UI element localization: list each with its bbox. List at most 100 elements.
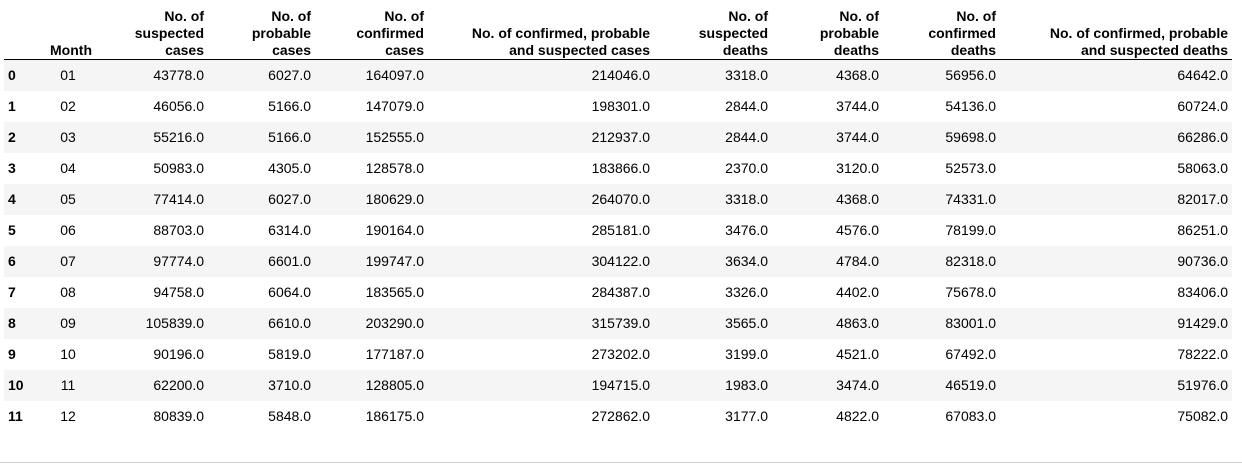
total-deaths-cell: 64642.0 xyxy=(1177,67,1228,84)
column-header-month: Month xyxy=(40,8,96,60)
column-header-probable-deaths: No. of probable deaths xyxy=(772,8,883,60)
total-cases-cell: 284387.0 xyxy=(591,284,650,300)
probable-cases-cell: 5848.0 xyxy=(268,408,311,424)
confirmed-deaths-cell: 74331.0 xyxy=(945,191,996,207)
table-body: 0 01 43778.0 6027.0 164097.0 214046.0 3318.0 43… xyxy=(4,59,1232,432)
row-index: 11 xyxy=(8,408,23,424)
suspected-cases-cell: 55216.0 xyxy=(153,129,204,145)
month-cell: 03 xyxy=(60,129,76,145)
suspected-cases-cell: 62200.0 xyxy=(153,377,204,393)
table-row: 3 04 50983.0 4305.0 128578.0 183866.0 2370.0 31… xyxy=(4,153,1232,184)
column-header-probable-cases: No. of probable cases xyxy=(208,8,315,60)
suspected-deaths-cell: 2844.0 xyxy=(725,98,768,114)
total-deaths-cell: 90736.0 xyxy=(1177,253,1228,269)
confirmed-cases-cell: 190164.0 xyxy=(365,222,424,238)
confirmed-deaths-cell: 67083.0 xyxy=(945,408,996,424)
suspected-cases-cell: 105839.0 xyxy=(145,315,204,331)
header-line: deaths xyxy=(722,42,768,58)
header-line: Month xyxy=(50,42,92,58)
total-cases-cell: 198301.0 xyxy=(591,98,650,114)
confirmed-deaths-cell: 56956.0 xyxy=(945,67,996,84)
confirmed-cases-cell: 186175.0 xyxy=(365,408,424,424)
month-cell: 05 xyxy=(60,191,76,207)
row-index: 1 xyxy=(8,98,16,114)
total-cases-cell: 315739.0 xyxy=(591,315,650,331)
suspected-deaths-cell: 3634.0 xyxy=(725,253,768,269)
probable-cases-cell: 5819.0 xyxy=(268,346,311,362)
header-row: Month No. of suspected cases No. of prob… xyxy=(4,8,1232,60)
month-cell: 07 xyxy=(60,253,76,269)
confirmed-cases-cell: 177187.0 xyxy=(365,346,424,362)
probable-cases-cell: 6314.0 xyxy=(268,222,311,238)
confirmed-deaths-cell: 46519.0 xyxy=(945,377,996,393)
probable-deaths-cell: 3744.0 xyxy=(836,98,879,114)
suspected-deaths-cell: 3476.0 xyxy=(725,222,768,238)
probable-cases-cell: 6610.0 xyxy=(268,315,311,331)
probable-deaths-cell: 4822.0 xyxy=(836,408,879,424)
probable-cases-cell: 6027.0 xyxy=(268,191,311,207)
total-cases-cell: 183866.0 xyxy=(591,160,650,176)
confirmed-cases-cell: 183565.0 xyxy=(365,284,424,300)
month-cell: 02 xyxy=(60,98,76,114)
probable-deaths-cell: 4576.0 xyxy=(836,222,879,238)
table-row: 9 10 90196.0 5819.0 177187.0 273202.0 3199.0 45… xyxy=(4,339,1232,370)
month-cell: 11 xyxy=(60,377,76,393)
header-line: suspected xyxy=(134,25,204,41)
probable-deaths-cell: 4368.0 xyxy=(836,67,879,84)
table-row: 5 06 88703.0 6314.0 190164.0 285181.0 3476.0 45… xyxy=(4,215,1232,246)
confirmed-deaths-cell: 83001.0 xyxy=(945,315,996,331)
confirmed-cases-cell: 147079.0 xyxy=(365,98,424,114)
probable-cases-cell: 6601.0 xyxy=(268,253,311,269)
column-header-confirmed-cases: No. of confirmed cases xyxy=(315,8,428,60)
table-row: 0 01 43778.0 6027.0 164097.0 214046.0 3318.0 43… xyxy=(4,59,1232,91)
column-header-confirmed-deaths: No. of confirmed deaths xyxy=(883,8,1000,60)
header-line: confirmed xyxy=(928,25,996,41)
probable-cases-cell: 5166.0 xyxy=(268,129,311,145)
confirmed-cases-cell: 164097.0 xyxy=(365,67,424,84)
confirmed-cases-cell: 128805.0 xyxy=(365,377,424,393)
header-line: confirmed xyxy=(356,25,424,41)
probable-deaths-cell: 3120.0 xyxy=(836,160,879,176)
table-row: 4 05 77414.0 6027.0 180629.0 264070.0 3318.0 43… xyxy=(4,183,1232,215)
table-row: 11 12 80839.0 5848.0 186175.0 272862.0 3177.0 4… xyxy=(4,401,1232,432)
header-line: cases xyxy=(165,42,204,58)
probable-deaths-cell: 3474.0 xyxy=(836,377,879,393)
month-cell: 01 xyxy=(60,67,76,84)
suspected-deaths-cell: 3318.0 xyxy=(725,191,768,207)
month-cell: 04 xyxy=(60,160,76,176)
header-line: and suspected deaths xyxy=(1080,42,1228,58)
probable-cases-cell: 6027.0 xyxy=(268,67,311,84)
total-deaths-cell: 86251.0 xyxy=(1177,222,1228,238)
header-line: No. of xyxy=(271,8,311,24)
table-row: 8 09 105839.0 6610.0 203290.0 315739.0 3565.0 4… xyxy=(4,307,1232,339)
total-deaths-cell: 51976.0 xyxy=(1177,377,1228,393)
confirmed-deaths-cell: 54136.0 xyxy=(945,98,996,114)
confirmed-cases-cell: 128578.0 xyxy=(365,160,424,176)
probable-deaths-cell: 4402.0 xyxy=(836,284,879,300)
header-line: and suspected cases xyxy=(509,42,650,58)
data-table: Month No. of suspected cases No. of prob… xyxy=(4,8,1232,432)
probable-cases-cell: 5166.0 xyxy=(268,98,311,114)
suspected-deaths-cell: 3199.0 xyxy=(725,346,768,362)
suspected-cases-cell: 88703.0 xyxy=(153,222,204,238)
confirmed-cases-cell: 180629.0 xyxy=(365,191,424,207)
total-deaths-cell: 91429.0 xyxy=(1177,315,1228,331)
suspected-cases-cell: 80839.0 xyxy=(153,408,204,424)
total-deaths-cell: 78222.0 xyxy=(1177,346,1228,362)
confirmed-deaths-cell: 82318.0 xyxy=(945,253,996,269)
row-index: 10 xyxy=(8,377,24,393)
row-index: 6 xyxy=(8,253,16,269)
total-deaths-cell: 66286.0 xyxy=(1177,129,1228,145)
row-index: 5 xyxy=(8,222,16,238)
header-line: No. of confirmed, probable xyxy=(471,25,650,41)
table-row: 7 08 94758.0 6064.0 183565.0 284387.0 3326.0 44… xyxy=(4,277,1232,308)
header-line: cases xyxy=(385,42,424,58)
header-line: No. of xyxy=(728,8,768,24)
row-index: 2 xyxy=(8,129,16,145)
month-cell: 06 xyxy=(60,222,76,238)
probable-cases-cell: 4305.0 xyxy=(268,160,311,176)
total-cases-cell: 273202.0 xyxy=(591,346,650,362)
suspected-cases-cell: 94758.0 xyxy=(153,284,204,300)
total-cases-cell: 304122.0 xyxy=(591,253,650,269)
